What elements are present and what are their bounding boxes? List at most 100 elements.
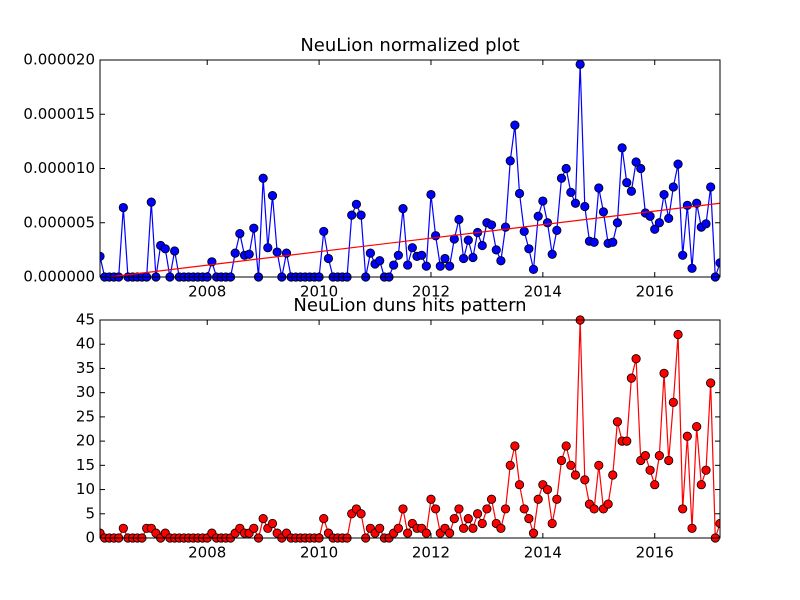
y-tick-label: 0.000005: [23, 213, 95, 231]
x-tick-label: 2016: [636, 544, 674, 562]
x-tick-label: 2014: [524, 283, 562, 301]
data-point: [249, 523, 259, 533]
data-point: [398, 204, 408, 214]
data-point: [426, 494, 436, 504]
data-point: [375, 256, 385, 266]
data-point: [612, 218, 623, 228]
series-line: [109, 202, 720, 278]
data-point: [365, 248, 375, 258]
data-point: [445, 528, 455, 538]
data-point: [244, 249, 254, 259]
data-point: [556, 173, 567, 183]
data-point: [636, 163, 646, 174]
data-point: [542, 218, 553, 228]
data-point: [454, 214, 464, 225]
data-point: [566, 460, 576, 470]
data-point: [356, 509, 366, 519]
x-tick-label: 2010: [300, 283, 338, 301]
data-point: [272, 247, 282, 257]
data-point: [706, 378, 716, 388]
data-point: [626, 373, 636, 383]
data-point: [650, 480, 660, 490]
axes-frame: [99, 319, 721, 539]
data-point: [356, 210, 366, 220]
x-tick-label: 2008: [188, 544, 226, 562]
data-point: [664, 455, 674, 466]
y-tick-label: 15: [76, 456, 95, 474]
data-point: [622, 436, 632, 446]
data-point: [533, 211, 543, 221]
x-tick-label: 2008: [188, 283, 226, 301]
data-point: [570, 470, 581, 480]
data-point: [323, 253, 334, 264]
data-point: [477, 240, 487, 251]
data-point: [454, 504, 464, 514]
data-point: [486, 494, 497, 504]
data-point: [347, 210, 357, 220]
y-tick-label: 0.000010: [23, 159, 95, 177]
data-point: [696, 480, 706, 490]
data-point: [235, 229, 245, 239]
plot-area: [100, 59, 720, 282]
data-point: [445, 261, 455, 271]
data-point: [654, 451, 664, 461]
data-point: [570, 198, 581, 208]
data-point: [421, 528, 431, 538]
data-point: [533, 494, 543, 504]
data-point: [566, 187, 576, 197]
data-point: [426, 189, 436, 200]
data-point: [230, 248, 240, 258]
data-point: [692, 421, 702, 432]
data-point: [440, 253, 450, 264]
y-tick-label: 0.000015: [23, 105, 95, 123]
data-point: [673, 159, 683, 169]
data-point: [645, 211, 655, 221]
data-point: [431, 504, 441, 514]
data-point: [556, 455, 567, 466]
data-point: [701, 465, 711, 475]
data-point: [435, 261, 445, 271]
data-point: [701, 219, 711, 229]
data-point: [687, 523, 697, 533]
data-point: [528, 528, 539, 538]
x-tick-label: 2010: [300, 544, 338, 562]
data-point: [640, 451, 650, 461]
data-point: [668, 182, 678, 192]
data-point: [608, 470, 618, 480]
data-point: [258, 514, 268, 524]
data-point: [622, 178, 632, 188]
data-point: [267, 191, 278, 201]
data-point: [650, 224, 660, 234]
data-point: [458, 523, 469, 533]
x-tick-label: 2012: [412, 544, 450, 562]
data-point: [519, 504, 529, 514]
x-tick-label: 2012: [412, 283, 450, 301]
data-point: [612, 417, 623, 427]
data-point: [393, 523, 403, 533]
data-point: [160, 244, 170, 254]
data-point: [547, 249, 557, 259]
data-point: [118, 523, 128, 533]
data-point: [403, 260, 413, 270]
data-point: [505, 460, 515, 470]
data-point: [421, 261, 431, 271]
data-point: [538, 196, 548, 206]
data-point: [552, 225, 562, 235]
data-point: [654, 218, 664, 228]
data-point: [431, 231, 441, 241]
data-point: [146, 197, 156, 207]
data-point: [547, 518, 557, 529]
data-point: [375, 523, 385, 533]
data-point: [407, 243, 417, 253]
y-tick-label: 45: [76, 311, 95, 329]
data-point: [449, 514, 459, 524]
data-point: [617, 143, 627, 153]
chart-title: NeuLion duns hits pattern: [293, 295, 526, 316]
data-point: [580, 201, 590, 212]
data-point: [514, 480, 525, 490]
y-tick-label: 0.000000: [23, 268, 95, 286]
data-point: [552, 494, 562, 504]
